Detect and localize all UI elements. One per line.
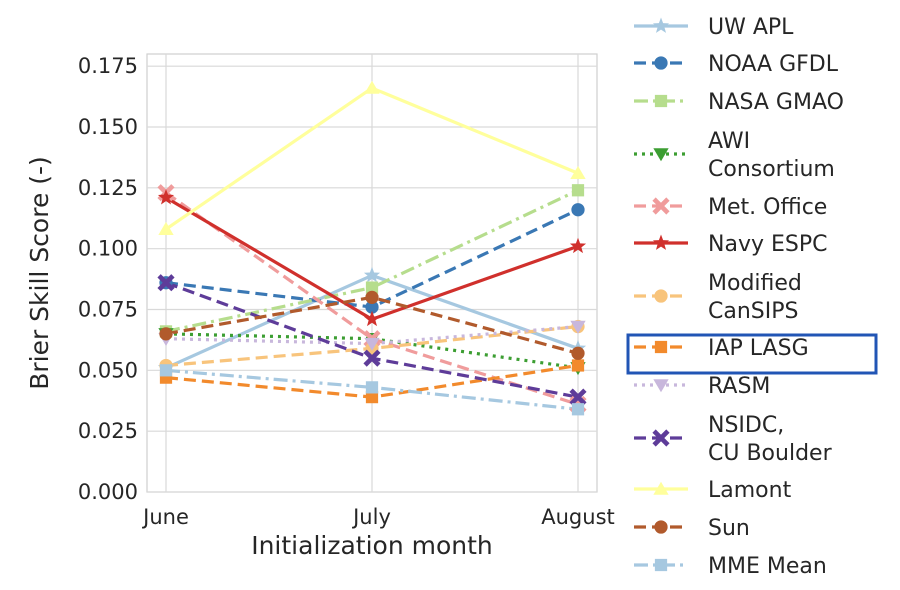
y-tick-label: 0.150 [78,115,138,139]
legend-entry-awi-consortium: AWI Consortium [634,129,835,182]
x-axis-label: Initialization month [251,531,493,560]
x-tick-label: August [541,505,615,529]
y-tick-label: 0.025 [78,419,138,443]
legend-highlight-box [626,333,878,375]
legend-entry-sun: Sun [634,516,750,541]
legend-marker [652,234,670,250]
y-tick-label: 0.075 [78,298,138,322]
data-point-mme-mean [365,381,379,394]
legend-label: Met. Office [708,195,827,220]
legend-label: NASA GMAO [708,90,844,115]
data-point-noaa-gfdl [365,300,379,314]
series-markers [157,80,587,416]
legend-entry-rasm: RASM [634,374,770,399]
legend-marker [653,481,669,495]
legend-marker [653,148,669,162]
legend-label: Modified [708,271,802,296]
legend-label: CanSIPS [708,299,798,324]
legend: UW APL NOAA GFDL NASA GMAO AWI Consortium Met… [634,15,844,579]
data-point-noaa-gfdl [571,203,585,217]
data-point-rasm [364,337,380,351]
series-line-awi-consortium [165,332,579,370]
legend-entry-nsidc-cu-boulder: NSIDC, CU Boulder [634,413,833,466]
data-point-sun [365,290,379,304]
legend-label: AWI [708,129,750,154]
data-point-lamont [570,165,586,179]
data-point-navy-espc [157,189,175,205]
legend-marker [653,379,669,393]
legend-label: MME Mean [708,554,827,579]
legend-marker [652,17,670,33]
legend-label: RASM [708,374,770,399]
legend-marker [654,558,668,572]
data-point-nsidc-cu-boulder [569,388,587,406]
data-point-mme-mean [571,403,585,416]
x-tick-labels: June July August [141,505,615,529]
series-line-mme-mean [165,368,579,411]
y-tick-label: 0.175 [78,54,138,78]
legend-marker [652,197,670,215]
legend-entry-met-office: Met. Office [634,195,827,220]
legend-label: UW APL [708,15,794,40]
data-point-navy-espc [569,237,587,254]
legend-marker [654,340,668,354]
legend-entry-uw-apl: UW APL [634,15,794,40]
data-point-nasa-gmao [365,281,379,294]
y-tick-label: 0.100 [78,237,138,261]
x-tick-label: July [351,505,391,529]
legend-entry-mme-mean: MME Mean [634,554,827,579]
data-point-iap-lasg [365,390,379,404]
data-point-iap-lasg [571,359,585,372]
y-tick-label: 0.050 [78,358,138,382]
data-point-lamont [364,80,380,94]
legend-marker [654,520,668,534]
y-tick-labels: 0.000 0.025 0.050 0.075 0.100 0.125 0.150 0.175 [78,54,138,504]
legend-marker [654,289,668,303]
x-tick-label: June [141,505,189,529]
legend-label: NOAA GFDL [708,52,839,77]
legend-label: Navy ESPC [708,232,827,257]
legend-marker [654,56,668,70]
legend-marker [652,429,670,447]
data-point-uw-apl [363,266,381,283]
legend-entry-lamont: Lamont [634,478,792,503]
legend-label: Consortium [708,157,835,182]
data-point-nsidc-cu-boulder [363,349,381,367]
data-point-lamont [158,221,174,235]
data-point-mme-mean [159,364,173,377]
data-point-nasa-gmao [571,184,585,197]
y-tick-label: 0.125 [78,176,138,200]
legend-label: CU Boulder [708,441,833,466]
y-axis-label: Brier Skill Score (-) [25,156,54,390]
legend-entry-noaa-gfdl: NOAA GFDL [634,52,839,77]
legend-label: NSIDC, [708,413,784,438]
legend-label: Lamont [708,478,792,503]
legend-label: Sun [708,516,750,541]
data-point-sun [159,327,173,341]
data-point-nsidc-cu-boulder [157,274,175,292]
y-tick-label: 0.000 [78,480,138,504]
legend-entry-modified-cansips: Modified CanSIPS [634,271,802,324]
data-point-rasm [570,320,586,334]
legend-label: IAP LASG [708,336,809,361]
legend-entry-navy-espc: Navy ESPC [634,232,827,257]
legend-marker [654,94,668,108]
data-point-navy-espc [363,310,381,327]
legend-entry-iap-lasg: IAP LASG [634,336,809,361]
data-point-sun [571,346,585,360]
legend-entry-nasa-gmao: NASA GMAO [634,90,844,115]
